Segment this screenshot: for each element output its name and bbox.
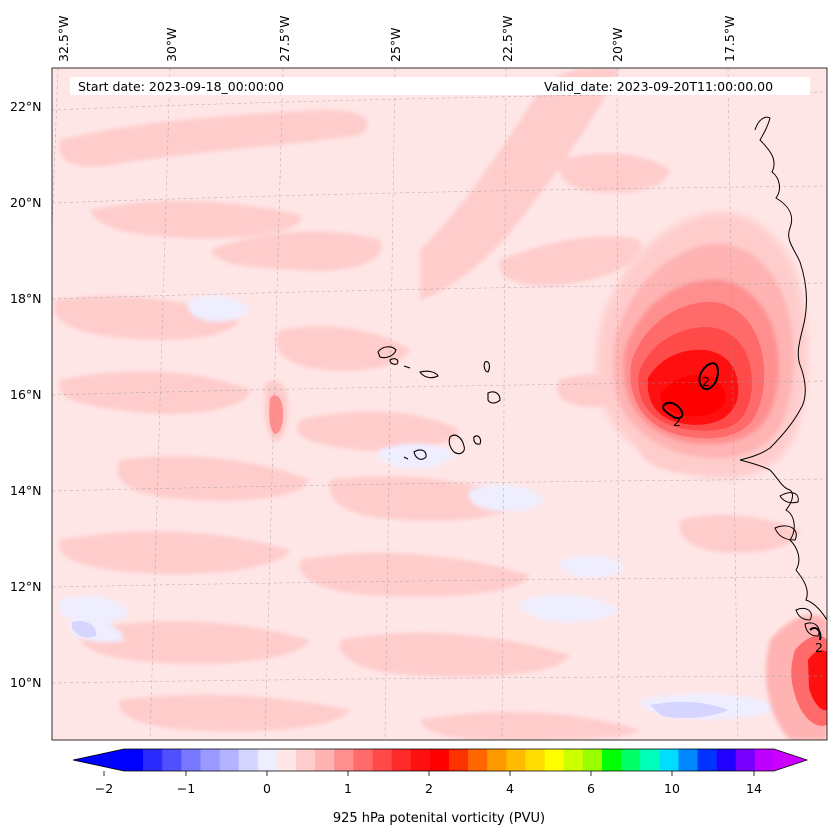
longitude-labels: 32.5°W 30°W 27.5°W 25°W 22.5°W 20°W 17.5… xyxy=(56,16,737,62)
colorbar-cell xyxy=(162,749,182,771)
colorbar-cell xyxy=(659,749,680,771)
graticule xyxy=(52,68,827,740)
colorbar-cell xyxy=(563,749,584,771)
lon-label: 17.5°W xyxy=(722,16,737,62)
colorbar-cell xyxy=(391,749,412,771)
latitude-labels: 22°N 20°N 18°N 16°N 14°N 12°N 10°N xyxy=(10,99,42,690)
lon-label: 27.5°W xyxy=(277,16,292,62)
cb-tick-label: 2 xyxy=(425,781,433,796)
colorbar-tick-labels: −2 −1 0 1 2 4 6 10 14 xyxy=(95,781,762,796)
colorbar-cell xyxy=(257,749,278,771)
coastline xyxy=(739,116,827,637)
colorbar-cell xyxy=(372,749,393,771)
colorbar-cells xyxy=(124,749,775,771)
cape-verde-islands xyxy=(377,346,501,460)
colorbar-over-arrow xyxy=(774,749,807,771)
lat-label: 18°N xyxy=(10,291,42,306)
map-frame xyxy=(51,67,828,741)
colorbar-cell xyxy=(315,749,335,771)
cb-tick-label: 1 xyxy=(344,781,352,796)
colorbar-cell xyxy=(544,749,565,771)
colorbar-under-arrow xyxy=(73,749,124,771)
colorbar-cell xyxy=(601,749,622,771)
colorbar-cell xyxy=(582,749,603,771)
colorbar-cell xyxy=(124,749,144,771)
cb-tick-label: 4 xyxy=(506,781,514,796)
colorbar-cell xyxy=(143,749,163,771)
colorbar-cell xyxy=(697,749,718,771)
colorbar-cell xyxy=(334,749,355,771)
lon-label: 20°W xyxy=(610,27,625,62)
pv-corner-maximum xyxy=(766,615,827,740)
lat-label: 16°N xyxy=(10,387,42,402)
colorbar-cell xyxy=(449,749,469,771)
colorbar-outline xyxy=(72,748,809,772)
colorbar-label: 925 hPa potenital vorticity (PVU) xyxy=(333,811,545,826)
contour-label: 2 xyxy=(673,414,681,429)
colorbar-cell xyxy=(640,749,660,771)
lon-label: 22.5°W xyxy=(500,16,515,62)
contour-label: 2 xyxy=(815,640,823,655)
colorbar-cell xyxy=(678,749,699,771)
lat-label: 10°N xyxy=(10,675,42,690)
colorbar-cell xyxy=(238,749,259,771)
colorbar-cell xyxy=(200,749,221,771)
colorbar-cell xyxy=(429,749,450,771)
pv-2-contour-labels: 2 2 2 xyxy=(673,374,823,655)
colorbar-cell xyxy=(735,749,756,771)
colorbar-ticks xyxy=(103,771,755,776)
lat-label: 14°N xyxy=(10,483,42,498)
pv-field-shading: 2 2 2 xyxy=(52,68,827,740)
cb-tick-label: 0 xyxy=(263,781,271,796)
colorbar-cell xyxy=(353,749,374,771)
colorbar-cell xyxy=(410,749,431,771)
lon-label: 25°W xyxy=(388,27,403,62)
colorbar: −2 −1 0 1 2 4 6 10 14 925 hPa potenital … xyxy=(72,748,809,826)
date-info-box xyxy=(70,77,810,95)
colorbar-cell xyxy=(621,749,641,771)
cb-tick-label: 10 xyxy=(664,781,680,796)
cb-tick-label: 6 xyxy=(587,781,595,796)
colorbar-cell xyxy=(525,749,546,771)
pv-low-positive-patches xyxy=(54,68,800,740)
contour-label: 2 xyxy=(702,374,710,389)
cb-tick-label: −2 xyxy=(95,781,113,796)
colorbar-cell xyxy=(276,749,297,771)
lat-label: 20°N xyxy=(10,195,42,210)
cb-tick-label: −1 xyxy=(177,781,195,796)
pv-2-contours xyxy=(662,362,822,641)
lat-label: 22°N xyxy=(10,99,42,114)
colorbar-cell xyxy=(468,749,488,771)
colorbar-cell xyxy=(487,749,507,771)
lat-label: 12°N xyxy=(10,579,42,594)
colorbar-cell xyxy=(219,749,240,771)
colorbar-cell xyxy=(716,749,737,771)
map-panel: 2 2 2 Start date: 2023-09-18_00:00:00 Va… xyxy=(51,67,828,741)
colorbar-cell xyxy=(506,749,527,771)
colorbar-cell xyxy=(754,749,775,771)
start-date-text: Start date: 2023-09-18_00:00:00 xyxy=(78,79,284,94)
lon-label: 30°W xyxy=(164,27,179,62)
colorbar-cell xyxy=(296,749,316,771)
lon-label: 32.5°W xyxy=(56,16,71,62)
cb-tick-label: 14 xyxy=(746,781,762,796)
colorbar-cell xyxy=(181,749,202,771)
valid-date-text: Valid_date: 2023-09-20T11:00:00.00 xyxy=(544,79,773,94)
